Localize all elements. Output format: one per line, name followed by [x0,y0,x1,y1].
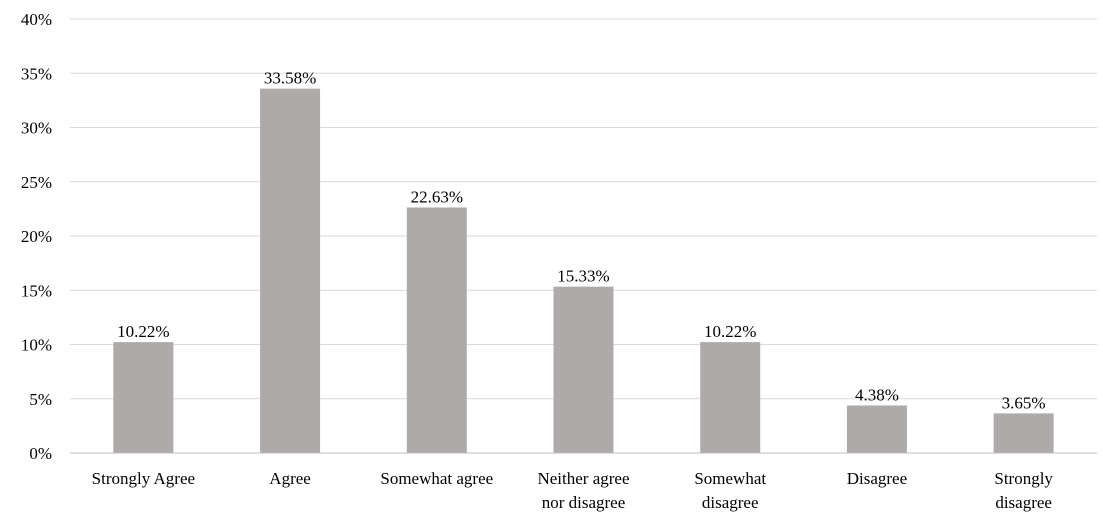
x-category-label: Strongly disagree [994,469,1053,512]
x-category-label: Strongly Agree [92,469,195,488]
y-axis-ticks: 0% 5% 10% 15% 20% 25% 30% 35% 40% [21,10,52,463]
data-label: 3.65% [1002,393,1046,412]
bars [113,88,1054,454]
data-label: 15.33% [557,267,609,286]
y-tick-label: 10% [21,336,52,355]
bar [553,286,614,453]
y-tick-label: 35% [21,64,52,83]
x-axis-categories: Strongly Agree Agree Somewhat agree Neither… [92,469,1054,512]
data-label: 10.22% [117,322,169,341]
y-tick-label: 25% [21,173,52,192]
bar [113,342,174,453]
y-tick-label: 5% [29,390,52,409]
y-tick-label: 0% [29,444,52,463]
data-label: 33.58% [264,69,316,88]
data-label: 4.38% [855,385,899,404]
bar [406,207,467,453]
data-labels: 10.22% 33.58% 22.63% 15.33% 10.22% 4.38% 3.65% [117,69,1045,413]
x-category-label: Somewhat disagree [694,469,766,512]
x-category-label: Disagree [847,469,907,488]
bar [260,88,321,454]
data-label: 22.63% [411,187,463,206]
bar [846,405,907,453]
bar [993,413,1054,453]
y-tick-label: 40% [21,10,52,29]
x-category-label: Agree [269,469,311,488]
data-label: 10.22% [704,322,756,341]
y-tick-label: 20% [21,227,52,246]
x-category-label: Neither agree nor disagree [537,469,629,512]
bar [700,342,761,453]
y-tick-label: 15% [21,281,52,300]
y-tick-label: 30% [21,119,52,138]
x-category-label: Somewhat agree [380,469,493,488]
